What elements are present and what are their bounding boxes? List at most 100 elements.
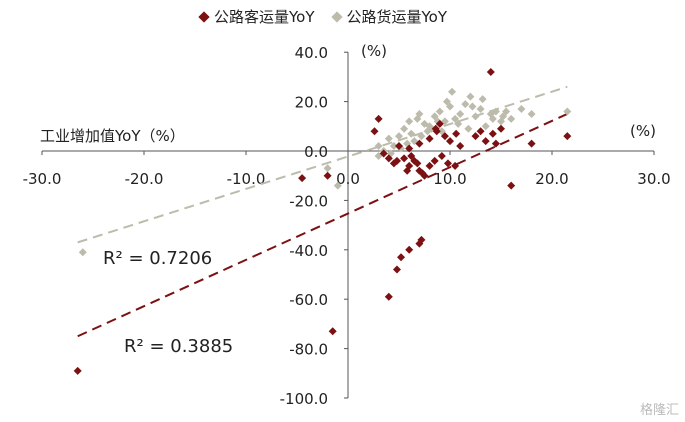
data-point-freight (464, 124, 473, 133)
data-point-freight (384, 134, 393, 143)
trendline-passenger (77, 113, 568, 338)
data-point-freight (333, 181, 342, 190)
data-point-freight (468, 102, 477, 111)
data-point-passenger (384, 154, 393, 163)
data-point-passenger (486, 67, 495, 76)
data-point-passenger (491, 139, 500, 148)
data-point-freight (527, 109, 536, 118)
data-point-freight (507, 114, 516, 123)
data-point-passenger (413, 159, 422, 168)
legend-label-freight: 公路货运量YoY (346, 8, 448, 26)
data-point-passenger (437, 151, 446, 160)
data-point-freight (476, 105, 485, 114)
x-tick-label: 30.0 (637, 170, 670, 188)
r-squared-label-freight: R² = 0.7206 (103, 248, 212, 269)
data-point-passenger (384, 292, 393, 301)
y-tick-label: 40.0 (295, 44, 328, 62)
legend-label-passenger: 公路客运量YoY (214, 8, 315, 26)
x-tick-label: 20.0 (535, 170, 568, 188)
y-axis-unit: (%) (361, 42, 387, 60)
data-point-passenger (418, 169, 427, 178)
chart-legend: 公路客运量YoY 公路货运量YoY (198, 6, 448, 27)
data-point-passenger (389, 159, 398, 168)
data-point-passenger (403, 166, 412, 175)
data-point-freight (323, 164, 332, 173)
data-point-passenger (481, 137, 490, 146)
data-point-passenger (443, 159, 452, 168)
data-point-freight (400, 124, 409, 133)
data-point-freight (389, 142, 398, 151)
data-point-freight (499, 112, 508, 121)
data-point-freight (454, 119, 463, 128)
data-point-freight (423, 127, 432, 136)
data-point-passenger (527, 139, 536, 148)
data-point-passenger (440, 132, 449, 141)
data-point-freight (481, 122, 490, 131)
data-point-freight (491, 107, 500, 116)
data-point-passenger (488, 129, 497, 138)
data-point-passenger (374, 114, 383, 123)
data-point-passenger (328, 327, 337, 336)
x-tick-label: -10.0 (227, 170, 266, 188)
x-tick-label: -30.0 (23, 170, 62, 188)
watermark: 格隆汇 (639, 403, 679, 418)
data-point-passenger (415, 139, 424, 148)
data-point-passenger (435, 119, 444, 128)
data-point-freight (456, 109, 465, 118)
data-point-passenger (452, 129, 461, 138)
data-point-freight (488, 114, 497, 123)
x-tick-label: 10.0 (433, 170, 466, 188)
data-point-freight (448, 87, 457, 96)
data-point-freight (407, 129, 416, 138)
data-point-passenger (425, 161, 434, 170)
y-tick-label: -100.0 (280, 390, 328, 408)
data-point-passenger (451, 161, 460, 170)
data-point-passenger (405, 144, 414, 153)
data-point-freight (442, 97, 451, 106)
data-point-freight (478, 95, 487, 104)
data-point-passenger (73, 366, 82, 375)
y-tick-label: -80.0 (289, 341, 328, 359)
data-point-freight (435, 107, 444, 116)
data-point-passenger (507, 181, 516, 190)
data-point-passenger (397, 253, 406, 262)
legend-item-passenger: 公路客运量YoY (198, 6, 315, 27)
r-squared-label-passenger: R² = 0.3885 (124, 336, 233, 357)
data-point-freight (405, 117, 414, 126)
data-point-passenger (405, 245, 414, 254)
x-axis-title: 工业增加值YoY（%） (40, 127, 185, 145)
data-point-passenger (476, 127, 485, 136)
y-tick-label: 20.0 (295, 94, 328, 112)
data-point-passenger (497, 124, 505, 133)
data-point-passenger (379, 149, 388, 158)
data-point-passenger (417, 235, 426, 244)
data-point-passenger (392, 265, 401, 274)
data-point-passenger (400, 154, 409, 163)
data-point-passenger (430, 156, 439, 165)
data-point-passenger (425, 134, 434, 143)
data-point-freight (563, 107, 572, 116)
data-point-passenger (456, 142, 465, 151)
data-point-freight (461, 100, 470, 109)
data-point-passenger (471, 132, 480, 141)
data-point-freight (417, 132, 426, 141)
data-point-freight (374, 142, 383, 151)
y-tick-label: -60.0 (289, 291, 328, 309)
data-point-freight (395, 132, 403, 141)
data-point-freight (471, 112, 480, 121)
x-tick-label: 0.0 (336, 170, 360, 188)
legend-item-freight: 公路货运量YoY (330, 6, 448, 27)
data-point-freight (78, 248, 87, 257)
data-point-passenger (370, 127, 379, 136)
y-tick-label: -20.0 (289, 192, 328, 210)
x-axis-unit: (%) (630, 122, 656, 140)
y-tick-label: -40.0 (289, 242, 328, 260)
data-point-passenger (432, 127, 441, 136)
data-point-passenger (407, 151, 416, 160)
data-point-freight (517, 105, 526, 114)
data-point-passenger (298, 174, 307, 183)
data-point-passenger (395, 142, 403, 151)
trendline-freight (77, 85, 568, 244)
data-point-passenger (446, 137, 454, 146)
